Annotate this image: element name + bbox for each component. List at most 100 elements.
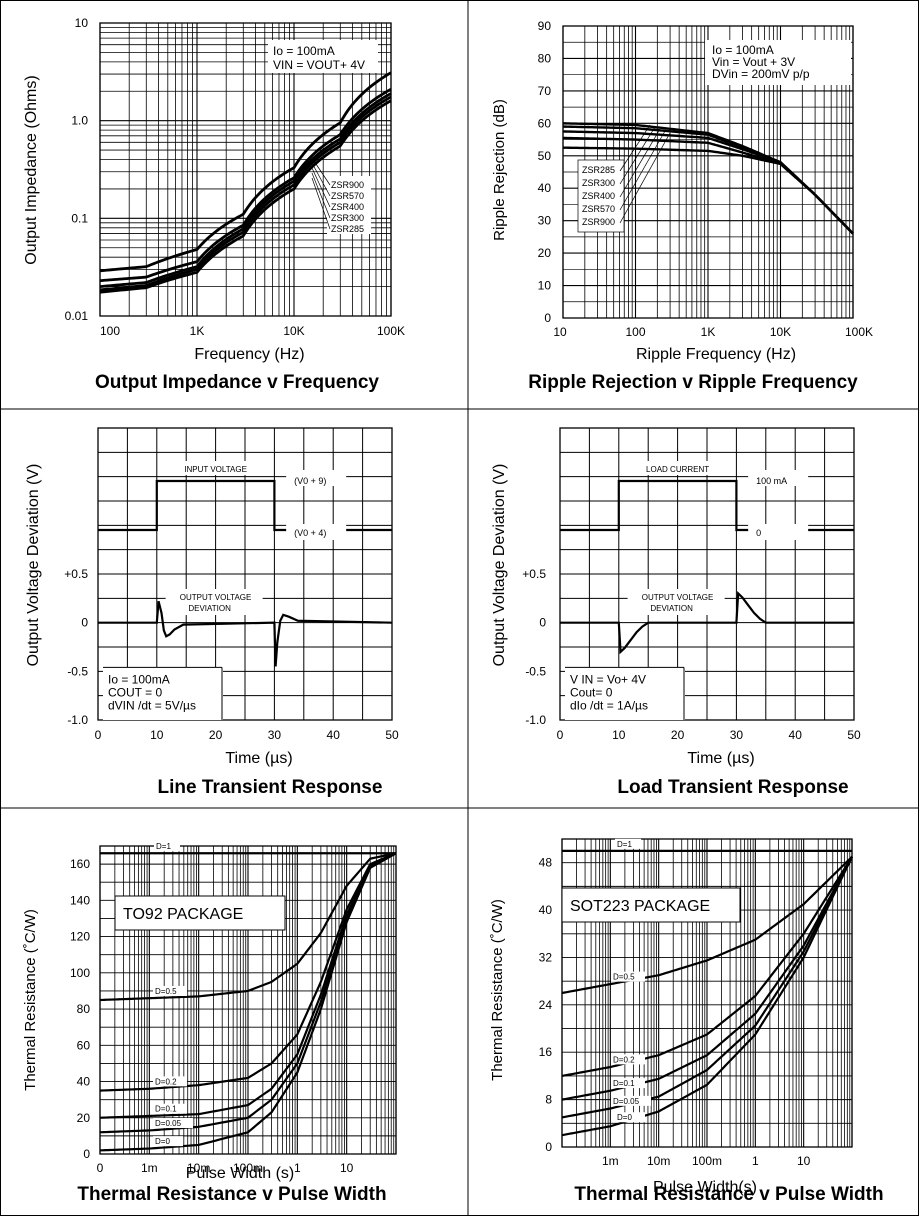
chart-line-transient: -1.0 -0.5 0 +0.5 0 10 20 30 40 50 INPUT VOLTAGE (V0… bbox=[25, 427, 399, 798]
output-label-bg bbox=[627, 589, 725, 615]
package-label: TO92 PACKAGE bbox=[123, 906, 243, 923]
chart-title: Thermal Resistance v Pulse Width bbox=[574, 1184, 883, 1205]
x-axis-label: Time (µs) bbox=[225, 750, 292, 767]
series-label-bg bbox=[615, 838, 641, 849]
x-tick-label: 40 bbox=[789, 728, 803, 742]
y-tick-label: +0.5 bbox=[522, 567, 546, 581]
condition-text: dVIN /dt = 5V/µs bbox=[108, 698, 196, 712]
x-axis-label: Pulse Width (s) bbox=[186, 1165, 294, 1182]
series-label: D=0.5 bbox=[613, 973, 635, 982]
y-tick-label: 24 bbox=[539, 998, 553, 1012]
package-label: SOT223 PACKAGE bbox=[570, 898, 710, 915]
y-tick-label: 60 bbox=[538, 116, 552, 130]
x-tick-label: 20 bbox=[671, 728, 685, 742]
leader-line bbox=[619, 132, 671, 224]
x-tick-label: 100m bbox=[692, 1154, 722, 1168]
series-label: D=0.05 bbox=[155, 1119, 182, 1128]
series-label-box bbox=[577, 159, 625, 233]
input-label: INPUT VOLTAGE bbox=[184, 465, 247, 474]
x-tick-label: 100 bbox=[625, 325, 645, 339]
input-low-label: (V0 + 4) bbox=[294, 528, 326, 538]
x-tick-label: 50 bbox=[847, 728, 861, 742]
plot-frame bbox=[562, 25, 854, 319]
condition-text: V IN = Vo+ 4V bbox=[570, 672, 646, 686]
leader-line bbox=[619, 130, 666, 211]
plot-frame bbox=[97, 427, 393, 721]
y-tick-label: 100 bbox=[70, 966, 90, 980]
y-tick-label: -1.0 bbox=[525, 713, 546, 727]
y-axis-label: Thermal Resistance (˚C/W) bbox=[22, 909, 39, 1091]
leader-line bbox=[311, 162, 331, 197]
x-tick-label: 10 bbox=[150, 728, 164, 742]
series-label-bg bbox=[153, 985, 187, 996]
y-tick-label: -1.0 bbox=[67, 713, 88, 727]
x-tick-label: 1m bbox=[141, 1161, 158, 1175]
series-line-d05 bbox=[561, 855, 853, 995]
series-label: ZSR400 bbox=[582, 191, 615, 201]
high-label-bg bbox=[748, 470, 809, 486]
x-tick-label: 10K bbox=[283, 324, 304, 338]
series-label: D=0.2 bbox=[155, 1077, 177, 1086]
x-tick-label: 1 bbox=[294, 1161, 301, 1175]
x-axis-label: Pulse Width(s) bbox=[653, 1179, 757, 1196]
series-label: D=0.2 bbox=[613, 1055, 635, 1064]
y-tick-label: 0 bbox=[81, 616, 88, 630]
low-label-bg bbox=[748, 524, 809, 540]
series-label: D=0.05 bbox=[613, 1097, 640, 1106]
input-label-bg bbox=[162, 461, 269, 475]
output-label: DEVIATION bbox=[650, 604, 693, 613]
y-tick-label: 0.01 bbox=[65, 309, 89, 323]
y-tick-label: 0.1 bbox=[71, 211, 88, 225]
input-label: LOAD CURRENT bbox=[646, 465, 709, 474]
y-axis-label: Output Voltage Deviation (V) bbox=[25, 464, 42, 667]
y-tick-label: 30 bbox=[538, 214, 552, 228]
x-tick-label: 0 bbox=[97, 1161, 104, 1175]
y-tick-label: 80 bbox=[538, 51, 552, 65]
y-tick-label: 50 bbox=[538, 149, 552, 163]
output-label: DEVIATION bbox=[188, 604, 231, 613]
x-tick-label: 10 bbox=[797, 1154, 811, 1168]
output-trace bbox=[98, 600, 393, 667]
y-tick-label: 140 bbox=[70, 893, 90, 907]
plot-frame bbox=[99, 22, 392, 317]
chart-title: Output Impedance v Frequency bbox=[95, 372, 379, 393]
series-line-d0 bbox=[561, 856, 853, 1137]
series-label: ZSR285 bbox=[331, 224, 364, 234]
series-line-d01 bbox=[561, 856, 853, 1101]
y-tick-label: 1.0 bbox=[71, 114, 88, 128]
conditions-box bbox=[705, 40, 851, 85]
series-label: ZSR900 bbox=[331, 180, 364, 190]
series-label: D=1 bbox=[156, 842, 171, 851]
series-line-d005 bbox=[561, 856, 853, 1119]
leader-line bbox=[311, 167, 331, 208]
x-tick-label: 10m bbox=[647, 1154, 670, 1168]
leader-line bbox=[311, 172, 331, 219]
x-tick-label: 100m bbox=[233, 1161, 263, 1175]
conditions-bg bbox=[103, 667, 223, 720]
x-axis-label: Frequency (Hz) bbox=[194, 346, 304, 363]
series-label: D=0.1 bbox=[155, 1105, 177, 1114]
y-tick-label: -0.5 bbox=[67, 664, 88, 678]
series-line-d0 bbox=[99, 852, 397, 1152]
package-box bbox=[561, 887, 741, 923]
x-tick-label: 40 bbox=[327, 728, 341, 742]
x-tick-label: 100 bbox=[100, 324, 120, 338]
x-axis-label: Ripple Frequency (Hz) bbox=[636, 346, 796, 363]
x-tick-label: 1K bbox=[701, 325, 716, 339]
leader-line bbox=[311, 177, 331, 230]
series-label-bg bbox=[154, 841, 180, 852]
series-label-bg bbox=[153, 1076, 187, 1087]
series-line-zsr300 bbox=[99, 95, 392, 292]
series-line-d02 bbox=[561, 856, 853, 1078]
series-label: ZSR570 bbox=[582, 204, 615, 214]
series-label-bg bbox=[153, 1118, 193, 1129]
condition-text: COUT = 0 bbox=[108, 685, 162, 699]
conditions-bg bbox=[565, 667, 685, 720]
input-high-label: (V0 + 9) bbox=[294, 476, 326, 486]
series-line-zsr285 bbox=[99, 99, 392, 294]
series-label: D=1 bbox=[617, 840, 632, 849]
condition-text: DVin = 200mV p/p bbox=[712, 67, 810, 81]
